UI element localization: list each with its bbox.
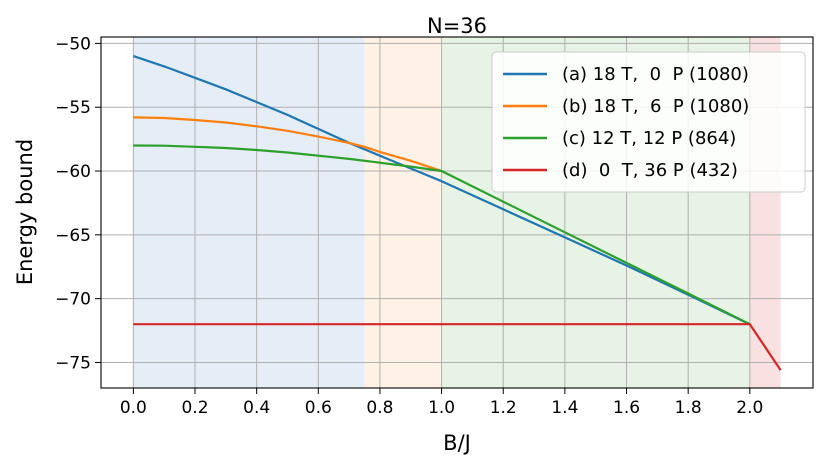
x-tick-label-8: 1.6 [613,398,640,418]
y-tick-label-4: −70 [55,290,91,310]
legend: (a) 18 T, 0 P (1080) (b) 18 T, 6 P (1080)… [491,51,806,193]
series-line-0 [133,55,751,326]
legend-label-2: (c) 12 T, 12 P (864) [562,128,736,149]
y-axis-ticks: −50 −55 −60 −65 −70 −75 [55,34,101,373]
grid-lines [101,37,813,388]
x-tick-label-0: 0.0 [120,398,147,418]
x-tick-label-10: 2.0 [736,398,763,418]
x-tick-label-5: 1.0 [428,398,455,418]
x-tick-label-3: 0.6 [305,398,332,418]
y-tick-label-0: −50 [55,34,91,54]
series-line-1 [133,116,442,173]
chart-title: N=36 [427,14,487,38]
x-axis-label: B/J [443,431,471,455]
series-line-2 [133,144,751,326]
region-0 [133,37,365,388]
x-tick-label-1: 0.2 [181,398,208,418]
legend-label-1: (b) 18 T, 6 P (1080) [562,96,749,117]
x-tick-label-6: 1.2 [490,398,517,418]
legend-box [491,51,806,193]
y-tick-label-5: −75 [55,353,91,373]
x-tick-label-9: 1.8 [675,398,702,418]
y-tick-label-1: −55 [55,98,91,118]
x-tick-label-2: 0.4 [243,398,270,418]
x-tick-label-7: 1.4 [551,398,578,418]
y-axis-label: Energy bound [13,139,37,285]
region-1 [364,37,442,388]
y-tick-label-2: −60 [55,162,91,182]
legend-label-3: (d) 0 T, 36 P (432) [562,160,738,181]
series-line-3 [133,323,782,371]
plot-frame [100,36,814,389]
y-tick-label-3: −65 [55,226,91,246]
x-tick-label-4: 0.8 [366,398,393,418]
x-axis-ticks: 0.0 0.2 0.4 0.6 0.8 1.0 1.2 1.4 1.6 1.8 2.0 [120,388,763,418]
series-lines [133,55,782,371]
legend-label-0: (a) 18 T, 0 P (1080) [562,64,749,85]
